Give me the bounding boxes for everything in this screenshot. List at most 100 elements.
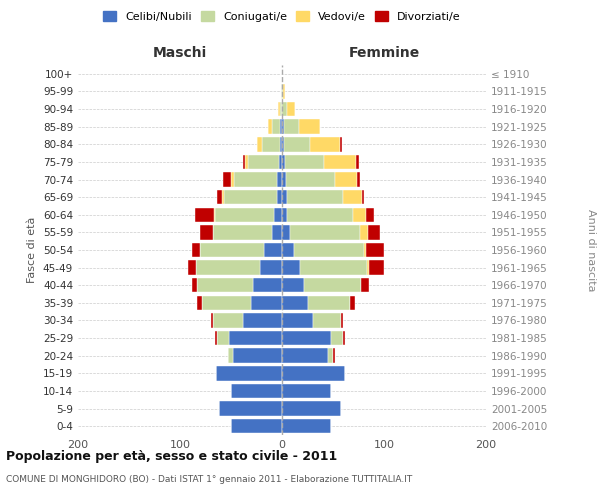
Bar xyxy=(217,190,222,204)
Bar xyxy=(353,208,365,222)
Bar xyxy=(200,225,212,240)
Bar xyxy=(310,137,340,152)
Text: Anni di nascita: Anni di nascita xyxy=(586,209,596,291)
Bar xyxy=(282,154,285,169)
Bar xyxy=(231,384,282,398)
Bar xyxy=(257,137,262,152)
Bar xyxy=(188,260,196,275)
Bar xyxy=(284,120,299,134)
Bar xyxy=(343,331,345,345)
Bar xyxy=(243,154,245,169)
Bar xyxy=(282,348,328,363)
Bar xyxy=(192,243,200,257)
Bar xyxy=(231,419,282,434)
Bar xyxy=(215,208,274,222)
Bar xyxy=(216,366,282,380)
Bar xyxy=(196,260,260,275)
Bar xyxy=(192,278,197,292)
Bar xyxy=(215,331,217,345)
Bar xyxy=(335,172,358,186)
Bar xyxy=(282,260,301,275)
Bar xyxy=(285,154,324,169)
Bar xyxy=(361,278,369,292)
Bar xyxy=(272,225,282,240)
Bar xyxy=(260,260,282,275)
Bar xyxy=(243,314,282,328)
Bar xyxy=(331,331,343,345)
Bar xyxy=(217,331,229,345)
Bar xyxy=(287,190,343,204)
Text: Popolazione per età, sesso e stato civile - 2011: Popolazione per età, sesso e stato civil… xyxy=(6,450,337,463)
Bar xyxy=(233,348,282,363)
Bar xyxy=(272,120,280,134)
Bar xyxy=(219,402,282,416)
Bar xyxy=(228,348,233,363)
Bar xyxy=(251,296,282,310)
Bar xyxy=(341,314,343,328)
Bar xyxy=(282,366,345,380)
Bar xyxy=(277,172,282,186)
Bar xyxy=(282,190,287,204)
Bar xyxy=(282,331,331,345)
Bar xyxy=(287,102,295,117)
Bar xyxy=(214,208,215,222)
Bar xyxy=(197,296,202,310)
Bar xyxy=(304,278,361,292)
Bar xyxy=(358,172,359,186)
Bar xyxy=(282,296,308,310)
Bar xyxy=(222,190,224,204)
Bar xyxy=(278,102,280,117)
Bar xyxy=(282,402,341,416)
Bar xyxy=(229,331,282,345)
Bar xyxy=(290,225,359,240)
Bar xyxy=(223,172,231,186)
Bar xyxy=(268,120,272,134)
Bar xyxy=(280,120,282,134)
Bar xyxy=(365,208,374,222)
Bar xyxy=(282,84,283,98)
Bar xyxy=(282,102,287,117)
Bar xyxy=(282,120,284,134)
Bar xyxy=(367,260,369,275)
Bar xyxy=(362,190,364,204)
Bar xyxy=(212,225,272,240)
Bar xyxy=(359,225,368,240)
Bar xyxy=(277,190,282,204)
Bar xyxy=(281,84,282,98)
Bar xyxy=(282,172,286,186)
Bar xyxy=(282,314,313,328)
Bar xyxy=(284,137,310,152)
Bar xyxy=(282,208,287,222)
Bar xyxy=(196,208,214,222)
Bar xyxy=(343,190,362,204)
Bar xyxy=(369,260,384,275)
Bar xyxy=(313,314,341,328)
Text: Maschi: Maschi xyxy=(153,46,207,60)
Bar xyxy=(308,296,350,310)
Bar xyxy=(280,137,282,152)
Bar xyxy=(280,102,282,117)
Bar xyxy=(287,208,353,222)
Bar xyxy=(253,278,282,292)
Bar xyxy=(286,172,335,186)
Text: Femmine: Femmine xyxy=(349,46,419,60)
Bar xyxy=(282,384,331,398)
Y-axis label: Fasce di età: Fasce di età xyxy=(28,217,37,283)
Bar xyxy=(279,154,282,169)
Bar xyxy=(282,278,304,292)
Bar xyxy=(212,314,243,328)
Bar xyxy=(301,260,367,275)
Bar xyxy=(202,296,251,310)
Bar xyxy=(262,137,280,152)
Bar xyxy=(364,243,365,257)
Bar xyxy=(328,348,333,363)
Bar xyxy=(282,243,294,257)
Bar xyxy=(299,120,320,134)
Bar xyxy=(283,84,285,98)
Legend: Celibi/Nubili, Coniugati/e, Vedovi/e, Divorziati/e: Celibi/Nubili, Coniugati/e, Vedovi/e, Di… xyxy=(100,8,464,25)
Bar xyxy=(263,243,282,257)
Bar xyxy=(224,190,277,204)
Bar xyxy=(231,172,234,186)
Bar xyxy=(282,419,331,434)
Bar xyxy=(248,154,279,169)
